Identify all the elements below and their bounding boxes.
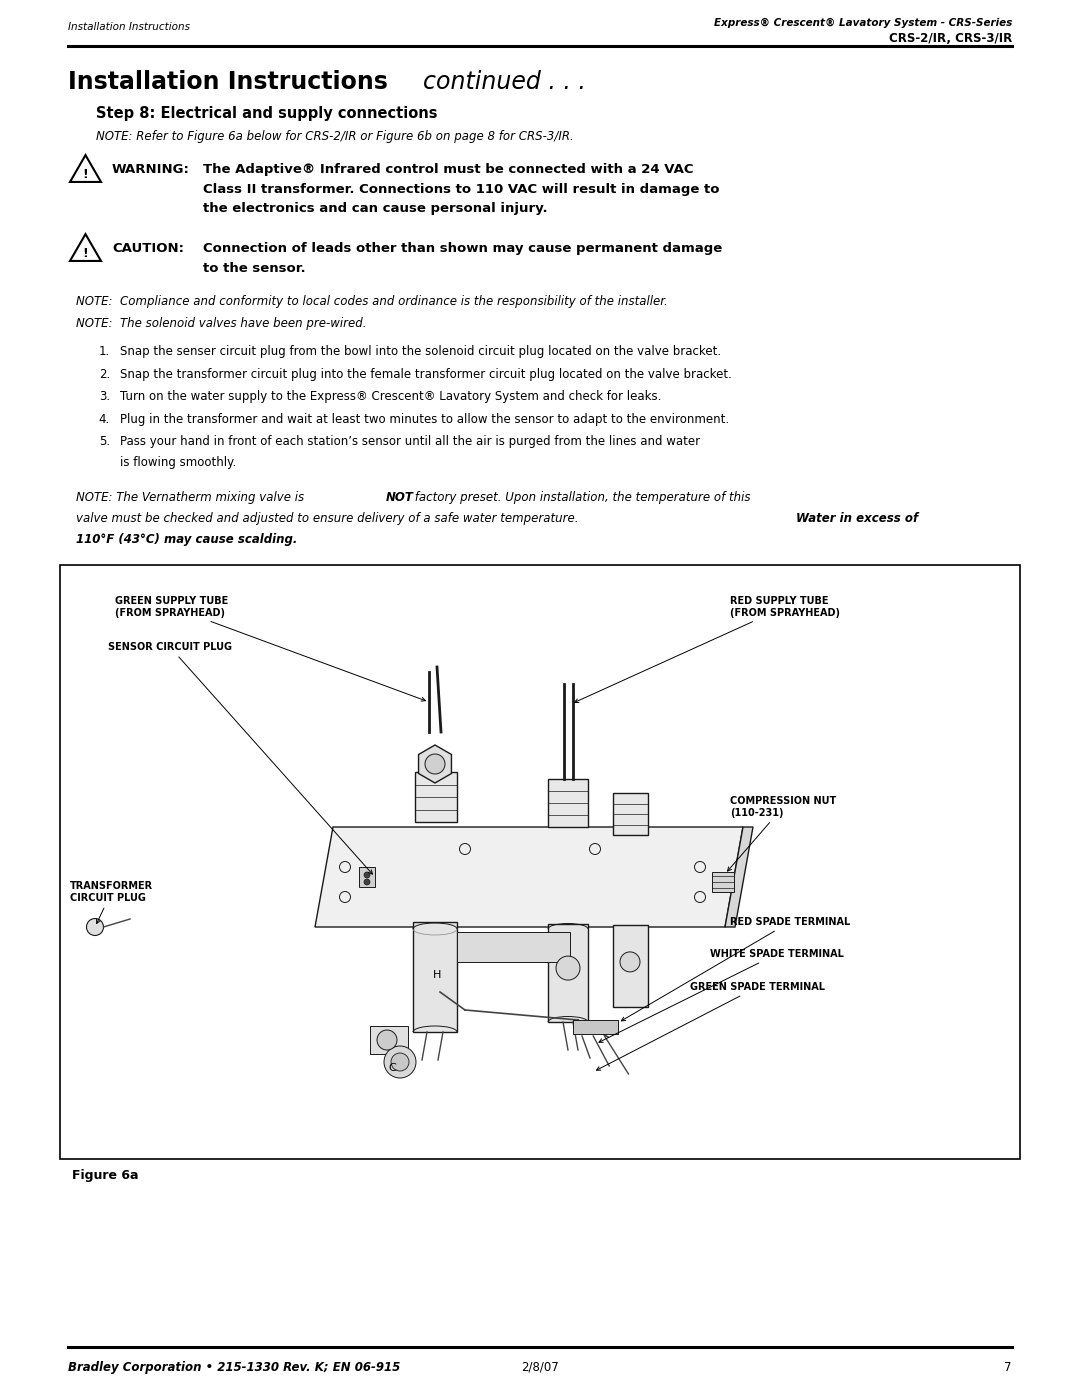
Text: NOT: NOT <box>386 490 414 504</box>
Circle shape <box>391 1053 409 1071</box>
Circle shape <box>364 872 370 877</box>
Text: Snap the transformer circuit plug into the female transformer circuit plug locat: Snap the transformer circuit plug into t… <box>120 367 732 380</box>
Bar <box>359 868 375 887</box>
Text: Bradley Corporation • 215-1330 Rev. K; EN 06-915: Bradley Corporation • 215-1330 Rev. K; E… <box>68 1361 401 1375</box>
Text: NOTE: Refer to Figure 6a below for CRS-2/IR or Figure 6b on page 8 for CRS-3/IR.: NOTE: Refer to Figure 6a below for CRS-2… <box>96 130 573 142</box>
Text: Installation Instructions: Installation Instructions <box>68 70 396 94</box>
Text: GREEN SPADE TERMINAL: GREEN SPADE TERMINAL <box>596 982 825 1070</box>
Circle shape <box>620 951 640 972</box>
Bar <box>613 925 648 1007</box>
Polygon shape <box>419 745 451 782</box>
Text: SENSOR CIRCUIT PLUG: SENSOR CIRCUIT PLUG <box>108 643 373 875</box>
Text: Water in excess of: Water in excess of <box>796 511 918 525</box>
Text: Class II transformer. Connections to 110 VAC will result in damage to: Class II transformer. Connections to 110… <box>203 183 719 196</box>
Text: Installation Instructions: Installation Instructions <box>68 22 190 32</box>
Polygon shape <box>315 827 743 928</box>
Text: TRANSFORMER
CIRCUIT PLUG: TRANSFORMER CIRCUIT PLUG <box>70 882 153 923</box>
Bar <box>613 793 648 835</box>
Bar <box>413 922 457 1032</box>
Text: CAUTION:: CAUTION: <box>112 242 184 256</box>
Circle shape <box>694 862 705 873</box>
Text: 1.: 1. <box>98 345 110 358</box>
Text: Step 8: Electrical and supply connections: Step 8: Electrical and supply connection… <box>96 106 437 122</box>
Text: valve must be checked and adjusted to ensure delivery of a safe water temperatur: valve must be checked and adjusted to en… <box>76 511 582 525</box>
Bar <box>457 932 570 963</box>
Text: !: ! <box>83 247 89 260</box>
Text: The Adaptive® Infrared control must be connected with a 24 VAC: The Adaptive® Infrared control must be c… <box>203 163 693 176</box>
Text: NOTE: The Vernatherm mixing valve is: NOTE: The Vernatherm mixing valve is <box>76 490 308 504</box>
Text: 7: 7 <box>1004 1361 1012 1375</box>
Text: NOTE:  Compliance and conformity to local codes and ordinance is the responsibil: NOTE: Compliance and conformity to local… <box>76 295 667 307</box>
Text: GREEN SUPPLY TUBE
(FROM SPRAYHEAD): GREEN SUPPLY TUBE (FROM SPRAYHEAD) <box>114 597 426 701</box>
Text: C: C <box>388 1063 396 1073</box>
Circle shape <box>426 754 445 774</box>
Text: 2/8/07: 2/8/07 <box>522 1361 558 1375</box>
Text: Turn on the water supply to the Express® Crescent® Lavatory System and check for: Turn on the water supply to the Express®… <box>120 390 661 402</box>
Bar <box>573 1020 618 1034</box>
Circle shape <box>694 891 705 902</box>
Text: continued . . .: continued . . . <box>423 70 585 94</box>
Circle shape <box>384 1046 416 1078</box>
Text: 3.: 3. <box>99 390 110 402</box>
Text: Express® Crescent® Lavatory System - CRS-Series: Express® Crescent® Lavatory System - CRS… <box>714 18 1012 28</box>
Text: 2.: 2. <box>98 367 110 380</box>
Circle shape <box>364 879 370 886</box>
Bar <box>548 780 588 827</box>
Text: 4.: 4. <box>98 412 110 426</box>
Bar <box>548 923 588 1023</box>
Text: 5.: 5. <box>99 434 110 448</box>
Circle shape <box>459 844 471 855</box>
Text: the electronics and can cause personal injury.: the electronics and can cause personal i… <box>203 203 548 215</box>
Text: factory preset. Upon installation, the temperature of this: factory preset. Upon installation, the t… <box>411 490 751 504</box>
Circle shape <box>86 918 104 936</box>
Text: WARNING:: WARNING: <box>112 163 190 176</box>
Text: !: ! <box>83 168 89 180</box>
Circle shape <box>339 862 351 873</box>
Text: RED SUPPLY TUBE
(FROM SPRAYHEAD): RED SUPPLY TUBE (FROM SPRAYHEAD) <box>575 597 840 703</box>
Circle shape <box>590 844 600 855</box>
Polygon shape <box>70 235 102 261</box>
Circle shape <box>377 1030 397 1051</box>
Text: RED SPADE TERMINAL: RED SPADE TERMINAL <box>621 916 850 1021</box>
Polygon shape <box>725 827 753 928</box>
Circle shape <box>556 956 580 981</box>
Text: H: H <box>433 970 442 979</box>
FancyBboxPatch shape <box>60 564 1020 1160</box>
Text: to the sensor.: to the sensor. <box>203 261 306 274</box>
Bar <box>370 1025 408 1053</box>
Text: COMPRESSION NUT
(110-231): COMPRESSION NUT (110-231) <box>728 796 836 872</box>
Polygon shape <box>70 155 102 182</box>
Circle shape <box>339 891 351 902</box>
Text: Figure 6a: Figure 6a <box>72 1169 138 1182</box>
Text: is flowing smoothly.: is flowing smoothly. <box>120 455 237 469</box>
Text: Snap the senser circuit plug from the bowl into the solenoid circuit plug locate: Snap the senser circuit plug from the bo… <box>120 345 721 358</box>
Text: NOTE:  The solenoid valves have been pre-wired.: NOTE: The solenoid valves have been pre-… <box>76 317 366 330</box>
Text: CRS-2/IR, CRS-3/IR: CRS-2/IR, CRS-3/IR <box>889 32 1012 45</box>
Text: Pass your hand in front of each station’s sensor until all the air is purged fro: Pass your hand in front of each station’… <box>120 434 700 448</box>
Text: Connection of leads other than shown may cause permanent damage: Connection of leads other than shown may… <box>203 242 723 256</box>
Bar <box>415 773 457 821</box>
Bar <box>712 872 734 893</box>
Text: WHITE SPADE TERMINAL: WHITE SPADE TERMINAL <box>599 949 843 1042</box>
Text: 110°F (43°C) may cause scalding.: 110°F (43°C) may cause scalding. <box>76 534 297 546</box>
Text: Plug in the transformer and wait at least two minutes to allow the sensor to ada: Plug in the transformer and wait at leas… <box>120 412 729 426</box>
